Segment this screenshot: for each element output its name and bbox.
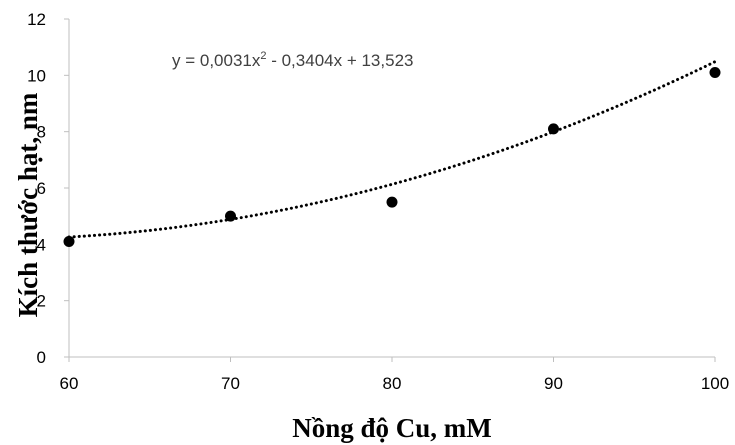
equation-prefix: y = 0,0031x	[172, 51, 261, 70]
data-point	[63, 236, 75, 248]
y-tick-label: 2	[37, 292, 46, 311]
y-tick-label: 4	[37, 235, 46, 254]
x-tick-label: 90	[544, 374, 563, 393]
trendline-equation: y = 0,0031x2 - 0,3404x + 13,523	[172, 50, 413, 70]
data-point	[225, 210, 236, 222]
data-point	[548, 123, 559, 135]
x-tick-label: 60	[60, 374, 79, 393]
equation-suffix: - 0,3404x + 13,523	[267, 51, 414, 70]
y-ticks: 0 2 4 6 8 10 12	[27, 10, 69, 367]
x-ticks: 60 70 80 90 100	[60, 357, 729, 393]
y-tick-label: 12	[27, 10, 46, 29]
data-point	[709, 67, 721, 79]
data-point	[386, 196, 398, 208]
y-tick-label: 10	[27, 66, 46, 85]
x-tick-label: 70	[221, 374, 240, 393]
trendline	[67, 60, 717, 239]
x-axis-title: Nồng độ Cu, mM	[292, 413, 492, 443]
y-axis-title: Kích thước hạt, nm	[13, 92, 43, 317]
y-tick-label: 6	[37, 179, 46, 198]
x-tick-label: 80	[383, 374, 402, 393]
x-tick-label: 100	[701, 374, 729, 393]
y-tick-label: 0	[37, 348, 46, 367]
data-points	[63, 67, 721, 248]
equation-superscript: 2	[260, 50, 266, 62]
y-tick-label: 8	[37, 123, 46, 142]
